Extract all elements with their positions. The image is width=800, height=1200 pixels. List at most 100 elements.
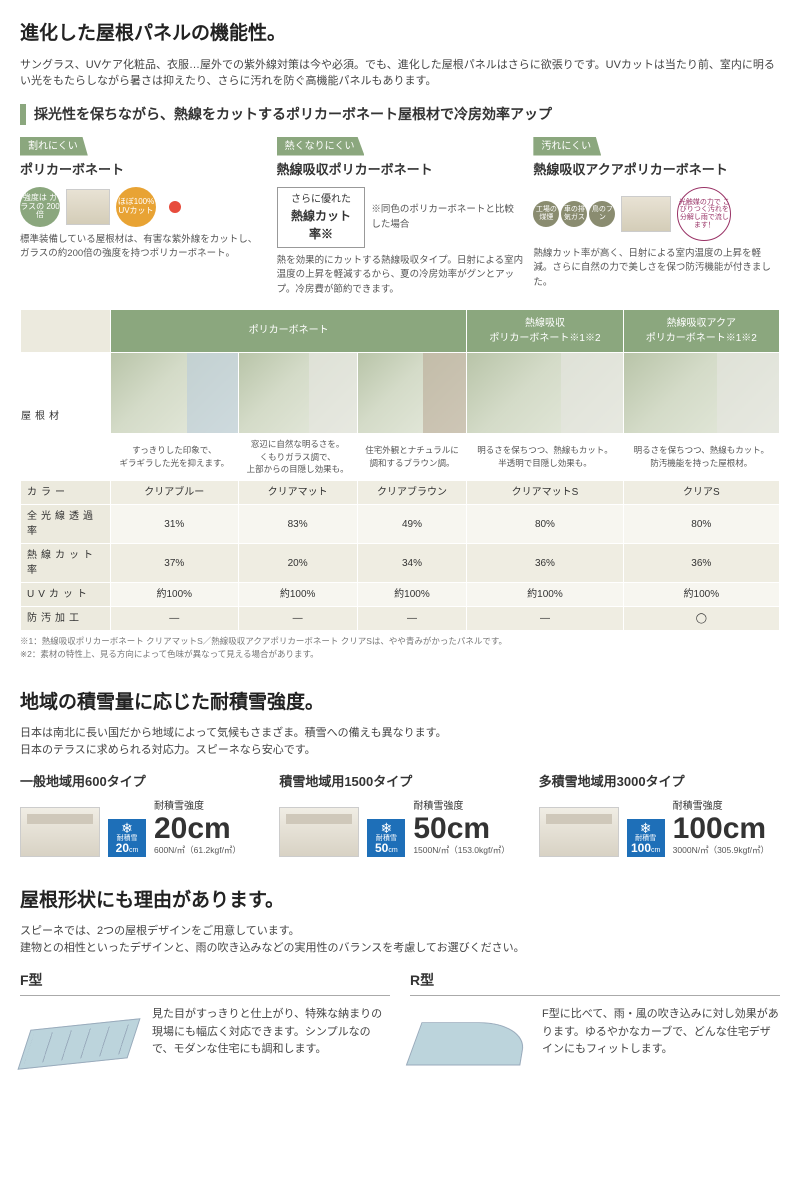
snow-value: 20cm [154, 812, 231, 845]
snow-value: 100cm [673, 812, 766, 845]
table-head: ポリカーボネート [111, 309, 467, 352]
cell: — [467, 607, 623, 631]
badge-unit: cm [388, 847, 397, 854]
snow-type-title: 多積雪地域用3000タイプ [539, 772, 780, 792]
terrace-illustration [539, 807, 619, 857]
cell: 31% [111, 505, 239, 544]
panel-subhead: 採光性を保ちながら、熱線をカットするポリカーボネート屋根材で冷房効率アップ [20, 104, 780, 125]
uv-badge: ほぼ100% UVカット [116, 187, 156, 227]
row-head: 熱線カット率 [21, 544, 111, 583]
table-head: 熱線吸収 ポリカーボネート※1※2 [467, 309, 623, 352]
material-col: 熱くなりにくい 熱線吸収ポリカーボネート さらに優れた 熱線カット率※ ※同色の… [277, 137, 524, 297]
cell: 37% [111, 544, 239, 583]
snowflake-icon: ❄ [380, 821, 392, 835]
strength-badge: 強度は ガラスの 200倍 [20, 187, 60, 227]
snow-label: 耐積雪強度 [673, 801, 723, 812]
material-desc: 熱を効果的にカットする熱線吸収タイプ。日射による室内温度の上昇を軽減するから、夏… [277, 254, 524, 297]
panel-desc: サングラス、UVケア化粧品、衣服…屋外での紫外線対策は今や必須。でも、進化した屋… [20, 57, 780, 90]
material-desc: 熱線カット率が高く、日射による室内温度の上昇を軽減。さらに自然の力で美しさを保つ… [533, 247, 780, 290]
cut-em: 熱線カット率※ [286, 207, 357, 243]
cell: 約100% [357, 583, 467, 607]
sample-caption: 住宅外観とナチュラルに 調和するブラウン調。 [357, 433, 467, 480]
snow-type-title: 一般地域用600タイプ [20, 772, 261, 792]
snowflake-icon: ❄ [640, 821, 652, 835]
snowflake-icon: ❄ [121, 821, 133, 835]
cell: — [357, 607, 467, 631]
roof-type-name: R型 [410, 970, 780, 996]
glass-illustration [66, 189, 110, 225]
row-head: 防汚加工 [21, 607, 111, 631]
cell: 約100% [623, 583, 779, 607]
roof-columns: F型 見た目がすっきりと仕上がり、特殊な納まりの現場にも幅広く対応できます。シン… [20, 970, 780, 1086]
badge-cm: 20 [116, 841, 129, 855]
badge-unit: cm [129, 847, 138, 854]
cell: クリアマット [238, 481, 357, 505]
dirt-label: 鳥のフン [589, 201, 615, 227]
sample-thumb [111, 353, 238, 433]
snow-type: 多積雪地域用3000タイプ ❄ 耐積雪 100cm 耐積雪強度 100cm 30… [539, 772, 780, 857]
roof-r-illustration [410, 1006, 530, 1086]
sample-thumb [467, 353, 622, 433]
cell: クリアマットS [467, 481, 623, 505]
roof-type-text: F型に比べて、雨・風の吹き込みに対し効果があります。ゆるやかなカーブで、どんな住… [542, 1006, 780, 1059]
cell: 約100% [467, 583, 623, 607]
snow-title: 地域の積雪量に応じた耐積雪強度。 [20, 689, 780, 718]
snow-columns: 一般地域用600タイプ ❄ 耐積雪 20cm 耐積雪強度 20cm 600N/㎡… [20, 772, 780, 857]
material-tag: 熱くなりにくい [277, 137, 365, 156]
terrace-illustration [20, 807, 100, 857]
cell: クリアブルー [111, 481, 239, 505]
row-head: カラー [21, 481, 111, 505]
snow-sub: 3000N/㎡（305.9kgf/㎡） [673, 844, 780, 857]
roof-type: R型 F型に比べて、雨・風の吹き込みに対し効果があります。ゆるやかなカーブで、ど… [410, 970, 780, 1086]
cell: 83% [238, 505, 357, 544]
badge-cm: 50 [375, 841, 388, 855]
snow-label: 耐積雪強度 [413, 801, 463, 812]
snow-badge: ❄ 耐積雪 50cm [367, 819, 405, 857]
material-name: ポリカーボネート [20, 160, 267, 180]
cell: 36% [467, 544, 623, 583]
cell: 約100% [238, 583, 357, 607]
badge-cm: 100 [631, 841, 651, 855]
cell: 36% [623, 544, 779, 583]
roof-type-name: F型 [20, 970, 390, 996]
row-head-material: 屋根材 [21, 352, 111, 480]
sample-caption: 窓辺に自然な明るさを。 くもりガラス調で、 上部からの目隠し効果も。 [238, 433, 357, 480]
cell: — [111, 607, 239, 631]
dirt-label: 工場の煤煙 [533, 201, 559, 227]
snow-badge: ❄ 耐積雪 100cm [627, 819, 665, 857]
sample-thumb [239, 353, 357, 433]
material-col: 割れにくい ポリカーボネート 強度は ガラスの 200倍 ほぼ100% UVカッ… [20, 137, 267, 297]
snow-type: 積雪地域用1500タイプ ❄ 耐積雪 50cm 耐積雪強度 50cm 1500N… [279, 772, 520, 857]
cell: クリアS [623, 481, 779, 505]
snow-badge: ❄ 耐積雪 20cm [108, 819, 146, 857]
row-head: UVカット [21, 583, 111, 607]
cell: 80% [623, 505, 779, 544]
snow-sub: 600N/㎡（61.2kgf/㎡） [154, 844, 261, 857]
cut-note: ※同色のポリカーボネートと比較した場合 [371, 203, 523, 232]
roof-title: 屋根形状にも理由があります。 [20, 887, 780, 916]
table-head: 熱線吸収アクア ポリカーボネート※1※2 [623, 309, 779, 352]
sun-icon [162, 194, 188, 220]
snow-desc: 日本は南北に長い国だから地域によって気候もさまざま。積雪への備えも異なります。 … [20, 725, 780, 758]
cell: ◯ [623, 607, 779, 631]
sample-caption: 明るさを保ちつつ、熱線もカット。 半透明で目隠し効果も。 [467, 433, 623, 480]
table-footnote: ※1：熱線吸収ポリカーボネート クリアマットS／熱線吸収アクアポリカーボネート … [20, 635, 780, 661]
material-name: 熱線吸収アクアポリカーボネート [533, 160, 780, 180]
roof-desc: スピーネでは、2つの屋根デザインをご用意しています。 建物との相性といったデザイ… [20, 923, 780, 956]
sample-caption: すっきりした印象で、 ギラギラした光を抑えます。 [111, 433, 239, 480]
photocatalyst-badge: 光触媒の力で こびりつく汚れを 分解し雨で流します！ [677, 187, 731, 241]
dirt-label: 車の排気ガス [561, 201, 587, 227]
material-tag: 汚れにくい [533, 137, 601, 156]
snow-label: 耐積雪強度 [154, 801, 204, 812]
material-name: 熱線吸収ポリカーボネート [277, 160, 524, 180]
cell: 49% [357, 505, 467, 544]
cell: クリアブラウン [357, 481, 467, 505]
cut-label: さらに優れた [286, 192, 357, 207]
cell: 20% [238, 544, 357, 583]
panel-title: 進化した屋根パネルの機能性。 [20, 20, 780, 49]
cell: 80% [467, 505, 623, 544]
snow-type-title: 積雪地域用1500タイプ [279, 772, 520, 792]
terrace-illustration [279, 807, 359, 857]
heat-cut-badge: さらに優れた 熱線カット率※ [277, 187, 366, 248]
snow-type: 一般地域用600タイプ ❄ 耐積雪 20cm 耐積雪強度 20cm 600N/㎡… [20, 772, 261, 857]
